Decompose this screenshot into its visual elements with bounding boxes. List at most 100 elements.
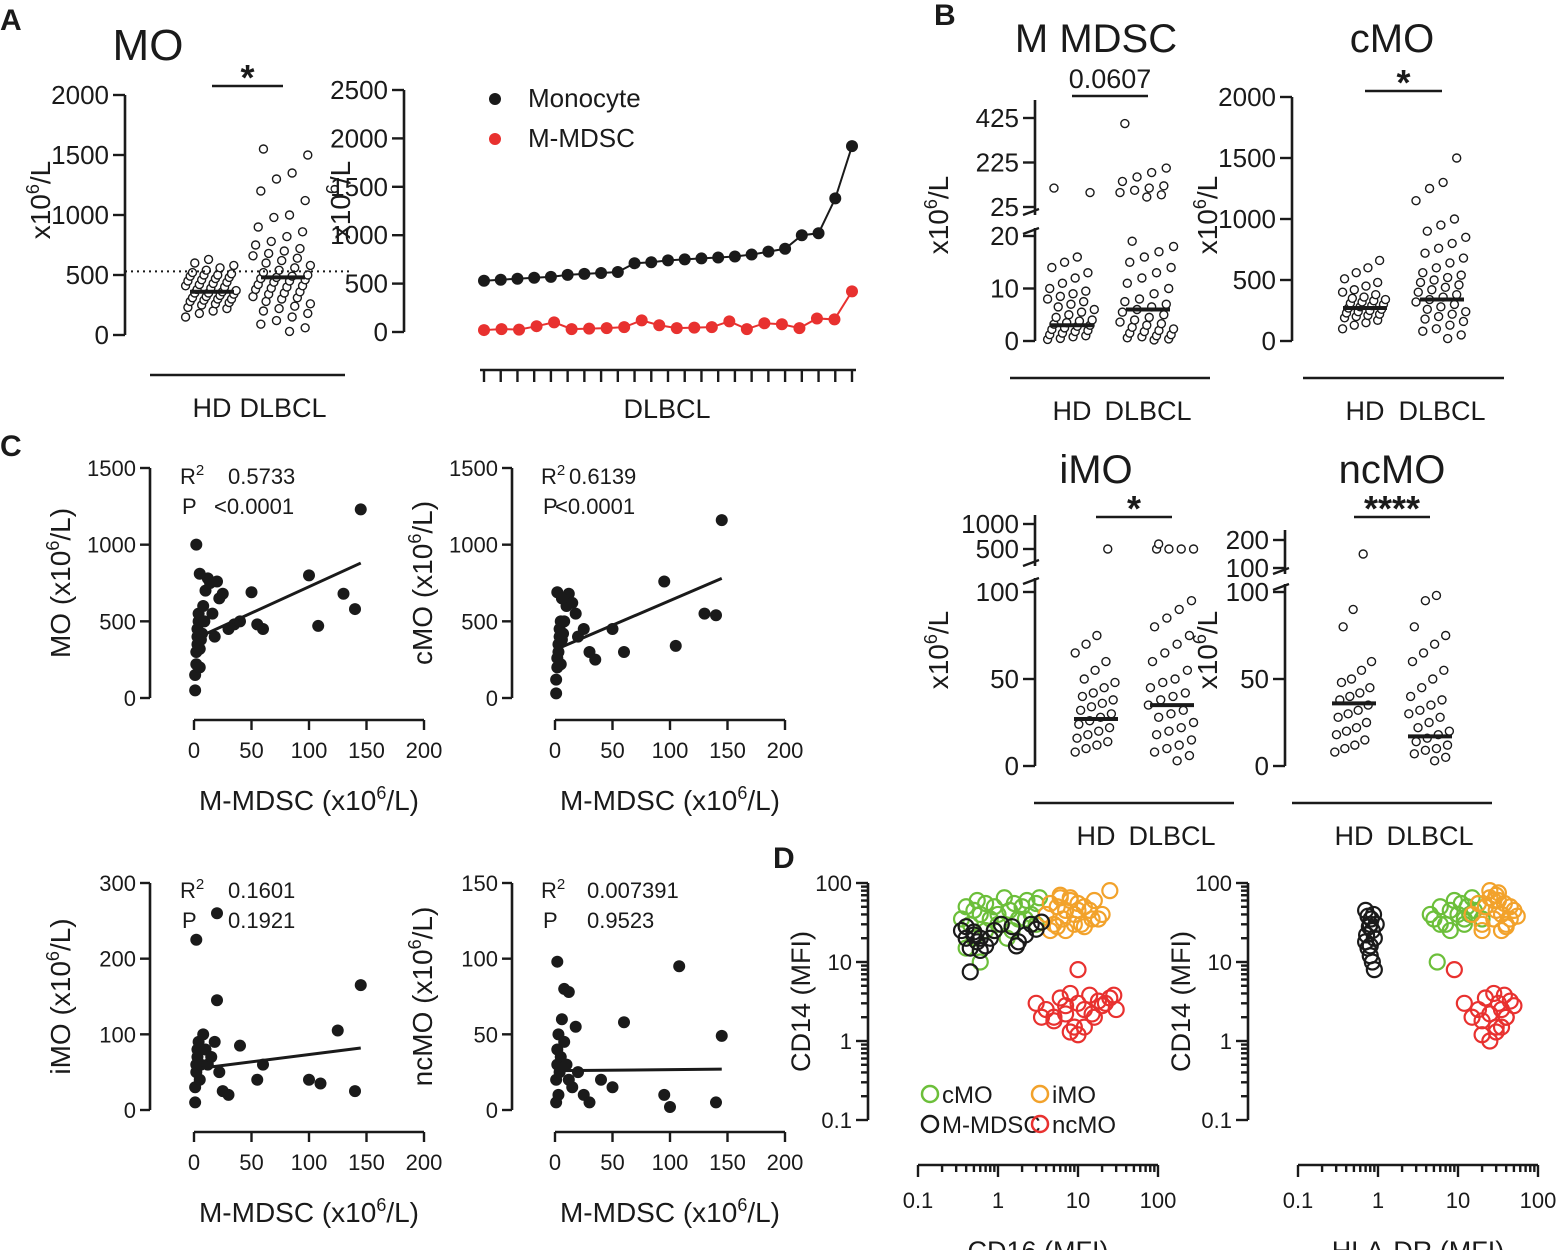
y-tick-label: 100 [1226, 577, 1269, 607]
data-point [562, 985, 575, 998]
data-point [193, 661, 206, 674]
data-point [989, 905, 1007, 924]
y-tick-label: 1500 [449, 456, 498, 481]
series-point [513, 323, 526, 336]
data-point [1337, 287, 1348, 297]
data-point [1339, 274, 1350, 284]
data-point [550, 673, 563, 686]
data-point [1085, 187, 1095, 198]
y-axis-label: iMO (x106/L) [43, 918, 76, 1074]
data-point [1079, 674, 1089, 684]
data-point [215, 263, 225, 273]
data-point [211, 994, 223, 1007]
y-tick-label: 500 [66, 260, 109, 290]
data-point [1440, 630, 1451, 641]
data-point [560, 1058, 573, 1071]
data-point [1120, 296, 1130, 307]
y-tick-label: 20 [990, 221, 1019, 251]
data-point [1070, 747, 1080, 757]
y-tick-label: 10 [828, 950, 852, 975]
data-point [1431, 898, 1449, 916]
data-point [1451, 289, 1462, 300]
r-squared-label: R2 [541, 876, 565, 903]
data-point [1445, 961, 1463, 979]
x-tick-label: 1 [1372, 1188, 1384, 1213]
legend-label: Monocyte [528, 83, 641, 113]
data-point [266, 236, 276, 247]
data-point [551, 955, 564, 968]
data-point [1487, 1018, 1505, 1036]
data-point [1357, 926, 1376, 944]
series-point [530, 320, 543, 333]
x-tick-label: 100 [1520, 1188, 1557, 1213]
data-point [1176, 723, 1186, 733]
data-point [1505, 997, 1523, 1015]
series-point [795, 229, 808, 242]
y-axis-label: x106/L [1190, 611, 1223, 690]
data-point [1005, 894, 1023, 913]
data-point [1371, 289, 1381, 300]
r-squared-value: 0.6139 [569, 464, 636, 489]
series-point [670, 322, 683, 335]
data-point [1356, 665, 1367, 675]
data-point [1051, 312, 1061, 323]
significance-label: * [1396, 62, 1410, 103]
data-point [606, 1081, 619, 1094]
series-point [705, 321, 718, 334]
data-point [303, 150, 313, 160]
p-value: 0.1921 [228, 908, 295, 933]
x-tick-label: 50 [239, 1150, 263, 1175]
data-point [1351, 267, 1361, 278]
series-point [829, 192, 842, 205]
y-axis-label: MO (x106/L) [43, 508, 76, 658]
legend-label: cMO [942, 1082, 993, 1109]
data-point [1103, 736, 1113, 747]
data-point [1168, 241, 1179, 252]
y-tick-label: 100 [461, 947, 498, 972]
data-point [1492, 921, 1511, 940]
series-point [653, 319, 666, 332]
category-label: DLBCL [1398, 396, 1485, 426]
data-point [201, 265, 211, 275]
data-point [1431, 590, 1442, 601]
data-point [710, 1096, 722, 1109]
data-point [1104, 723, 1115, 733]
data-point [1372, 277, 1383, 288]
series-point [561, 268, 574, 281]
data-point [1415, 277, 1426, 288]
axis-break-mark [1022, 226, 1040, 236]
data-point [290, 301, 300, 311]
data-point [305, 299, 316, 309]
data-point [245, 586, 258, 599]
data-point [1188, 544, 1199, 554]
p-value: <0.0001 [555, 494, 635, 519]
data-point [669, 639, 682, 652]
data-point [558, 1035, 571, 1048]
data-point [1447, 238, 1457, 249]
data-point [1097, 698, 1108, 709]
data-point [251, 1073, 264, 1086]
data-point [1411, 297, 1421, 307]
data-point [287, 312, 297, 322]
data-point [1066, 299, 1076, 309]
data-point [1353, 705, 1363, 716]
data-point [554, 658, 567, 671]
r-squared-label: R2 [180, 462, 204, 489]
data-point [1442, 740, 1453, 750]
r-squared-value: 0.1601 [228, 878, 295, 903]
data-point [1064, 310, 1074, 320]
p-value: <0.0001 [214, 494, 294, 519]
data-point [349, 1085, 361, 1098]
data-point [1149, 622, 1160, 632]
data-point [1413, 723, 1423, 733]
data-point [1145, 683, 1156, 693]
data-point [1151, 729, 1162, 740]
data-point [193, 642, 206, 655]
data-point [1083, 1005, 1101, 1023]
x-axis-label: M-MDSC (x106/L) [560, 1195, 780, 1228]
data-point [1428, 674, 1438, 684]
data-point [248, 251, 258, 261]
data-point [1057, 278, 1068, 288]
data-point [300, 195, 310, 206]
data-point [1078, 296, 1089, 307]
